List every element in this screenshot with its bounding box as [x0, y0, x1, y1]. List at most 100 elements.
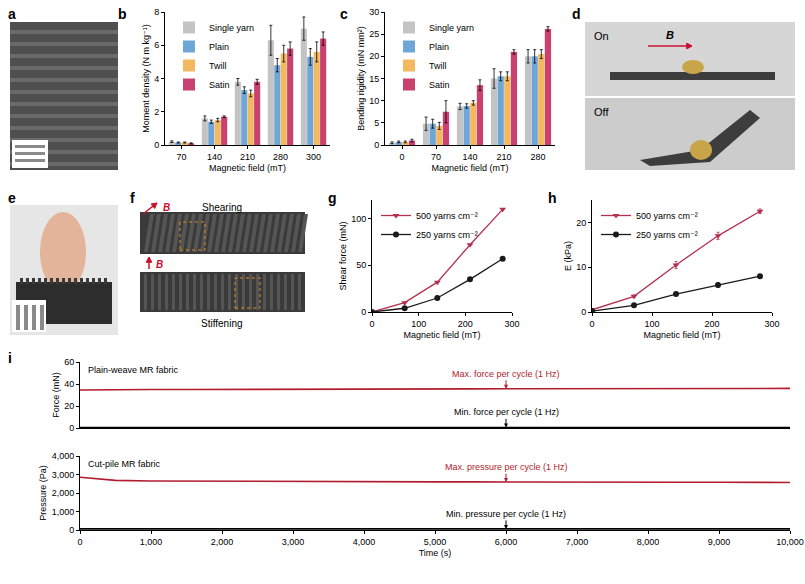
svg-text:Max. force per cycle (1 Hz): Max. force per cycle (1 Hz)	[452, 369, 560, 379]
svg-text:Magnetic field (mT): Magnetic field (mT)	[643, 330, 720, 340]
svg-text:30: 30	[369, 7, 379, 17]
svg-text:0: 0	[69, 525, 74, 535]
svg-text:6: 6	[154, 40, 159, 50]
svg-text:2,000: 2,000	[52, 488, 75, 498]
svg-text:B: B	[666, 29, 674, 41]
svg-text:Twill: Twill	[429, 61, 447, 71]
svg-text:Twill: Twill	[209, 61, 227, 71]
svg-text:Time (s): Time (s)	[419, 548, 452, 558]
svg-text:1,000: 1,000	[140, 537, 163, 547]
svg-text:280: 280	[273, 152, 288, 162]
svg-text:Max. pressure per cycle (1 Hz): Max. pressure per cycle (1 Hz)	[445, 462, 568, 472]
svg-text:Plain: Plain	[209, 42, 229, 52]
svg-text:B: B	[163, 202, 170, 213]
svg-text:20: 20	[369, 51, 379, 61]
svg-text:Satin: Satin	[429, 80, 450, 90]
svg-text:Min. pressure per cycle (1 Hz): Min. pressure per cycle (1 Hz)	[446, 509, 566, 519]
svg-text:10: 10	[369, 96, 379, 106]
svg-text:0: 0	[399, 152, 404, 162]
svg-text:2: 2	[154, 107, 159, 117]
svg-text:200: 200	[704, 319, 719, 329]
svg-text:Single yarn: Single yarn	[429, 23, 474, 33]
svg-text:4: 4	[154, 74, 159, 84]
svg-text:8,000: 8,000	[637, 537, 660, 547]
svg-text:20: 20	[64, 401, 74, 411]
svg-text:On: On	[594, 30, 609, 42]
svg-text:4,000: 4,000	[52, 451, 75, 461]
svg-text:a: a	[8, 6, 16, 22]
svg-text:g: g	[328, 190, 337, 206]
svg-text:40: 40	[64, 379, 74, 389]
svg-text:2,000: 2,000	[211, 537, 234, 547]
svg-text:0: 0	[589, 319, 594, 329]
svg-text:7,000: 7,000	[566, 537, 589, 547]
svg-text:h: h	[548, 190, 557, 206]
svg-text:300: 300	[306, 152, 321, 162]
svg-text:10: 10	[576, 262, 586, 272]
svg-text:250 yarns cm⁻²: 250 yarns cm⁻²	[636, 230, 698, 240]
svg-text:25: 25	[369, 29, 379, 39]
svg-text:20: 20	[576, 218, 586, 228]
svg-text:Off: Off	[594, 106, 609, 118]
svg-text:Pressure (Pa): Pressure (Pa)	[38, 465, 48, 521]
svg-text:Shearing: Shearing	[202, 202, 242, 213]
svg-text:8: 8	[154, 7, 159, 17]
svg-text:Moment density (N m kg⁻¹): Moment density (N m kg⁻¹)	[141, 24, 151, 132]
svg-text:b: b	[118, 6, 127, 22]
svg-text:0: 0	[154, 140, 159, 150]
svg-text:280: 280	[530, 152, 545, 162]
svg-text:0: 0	[361, 307, 366, 317]
svg-text:15: 15	[369, 74, 379, 84]
svg-text:3,000: 3,000	[52, 470, 75, 480]
svg-text:Bending rigidity (mN mm²): Bending rigidity (mN mm²)	[356, 26, 366, 131]
svg-text:B: B	[156, 259, 163, 270]
svg-text:10,000: 10,000	[776, 537, 804, 547]
svg-text:70: 70	[176, 152, 186, 162]
svg-text:100: 100	[644, 319, 659, 329]
svg-text:300: 300	[764, 319, 779, 329]
svg-text:Stiffening: Stiffening	[201, 318, 243, 329]
svg-text:0: 0	[69, 423, 74, 433]
svg-text:5: 5	[374, 118, 379, 128]
svg-text:Satin: Satin	[209, 80, 230, 90]
svg-text:70: 70	[431, 152, 441, 162]
svg-text:E (kPa): E (kPa)	[563, 241, 573, 271]
svg-text:d: d	[572, 6, 581, 22]
svg-text:300: 300	[504, 319, 519, 329]
svg-text:5,000: 5,000	[424, 537, 447, 547]
svg-text:Single yarn: Single yarn	[209, 23, 254, 33]
svg-text:250 yarns cm⁻²: 250 yarns cm⁻²	[416, 230, 478, 240]
svg-text:210: 210	[496, 152, 511, 162]
svg-text:Plain-weave MR fabric: Plain-weave MR fabric	[88, 365, 179, 375]
svg-text:9,000: 9,000	[708, 537, 731, 547]
svg-text:140: 140	[462, 152, 477, 162]
svg-text:0: 0	[369, 319, 374, 329]
svg-text:210: 210	[240, 152, 255, 162]
svg-text:f: f	[130, 190, 135, 206]
svg-text:500 yarns cm⁻²: 500 yarns cm⁻²	[636, 211, 698, 221]
svg-text:3,000: 3,000	[282, 537, 305, 547]
svg-text:500 yarns cm⁻²: 500 yarns cm⁻²	[416, 211, 478, 221]
svg-text:100: 100	[411, 319, 426, 329]
svg-text:Shear force (mN): Shear force (mN)	[338, 221, 348, 290]
svg-text:6,000: 6,000	[495, 537, 518, 547]
svg-text:Force (mN): Force (mN)	[51, 372, 61, 418]
svg-text:Magnetic field (mT): Magnetic field (mT)	[403, 330, 480, 340]
svg-text:0: 0	[77, 537, 82, 547]
svg-text:c: c	[340, 6, 348, 22]
svg-text:50: 50	[356, 260, 366, 270]
svg-text:e: e	[8, 190, 16, 206]
svg-text:0: 0	[581, 307, 586, 317]
svg-text:140: 140	[207, 152, 222, 162]
svg-text:100: 100	[351, 214, 366, 224]
svg-text:0: 0	[374, 140, 379, 150]
svg-text:i: i	[8, 350, 12, 366]
svg-text:1,000: 1,000	[52, 507, 75, 517]
svg-text:Magnetic field (mT): Magnetic field (mT)	[209, 163, 286, 173]
svg-text:Magnetic field (mT): Magnetic field (mT)	[431, 163, 508, 173]
svg-text:Plain: Plain	[429, 42, 449, 52]
svg-text:4,000: 4,000	[353, 537, 376, 547]
svg-text:Min. force per cycle (1 Hz): Min. force per cycle (1 Hz)	[454, 407, 559, 417]
svg-text:200: 200	[458, 319, 473, 329]
svg-text:Cut-pile MR fabric: Cut-pile MR fabric	[88, 459, 161, 469]
